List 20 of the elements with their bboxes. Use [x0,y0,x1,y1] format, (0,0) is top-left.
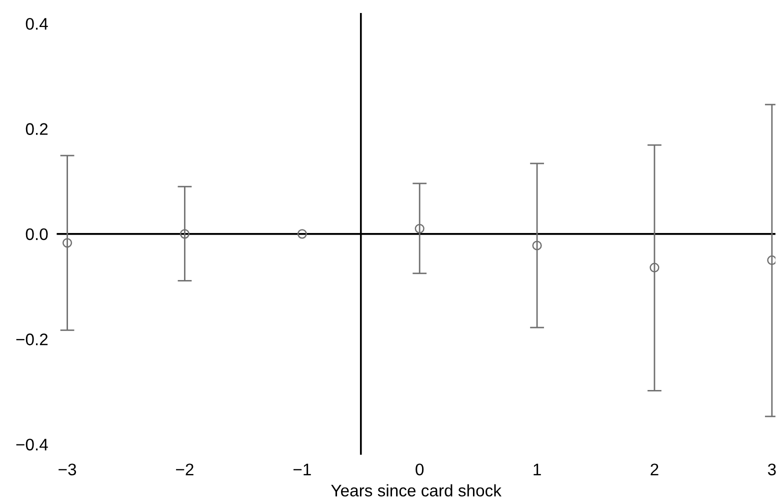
x-tick-label: −3 [58,464,76,476]
point [767,255,776,266]
y-tick-label: −0.2 [16,334,48,346]
x-tick-label: −1 [293,464,311,476]
x-tick-label: 2 [650,464,658,476]
point [414,224,424,234]
point [297,229,307,239]
x-axis-title: Years since card shock [331,484,502,496]
x-tick-label: 1 [534,464,541,476]
point [650,262,660,272]
x-tick-label: 3 [768,464,776,476]
x-tick-label: −2 [176,464,194,476]
y-tick-label: 0.0 [26,228,48,240]
x-tick-label: 0 [416,464,424,476]
y-tick-label: −0.4 [16,438,48,450]
point [532,240,542,250]
y-tick-label: 0.4 [26,18,48,30]
y-tick-label: 0.2 [26,123,48,135]
point [180,229,190,239]
point [62,238,72,248]
